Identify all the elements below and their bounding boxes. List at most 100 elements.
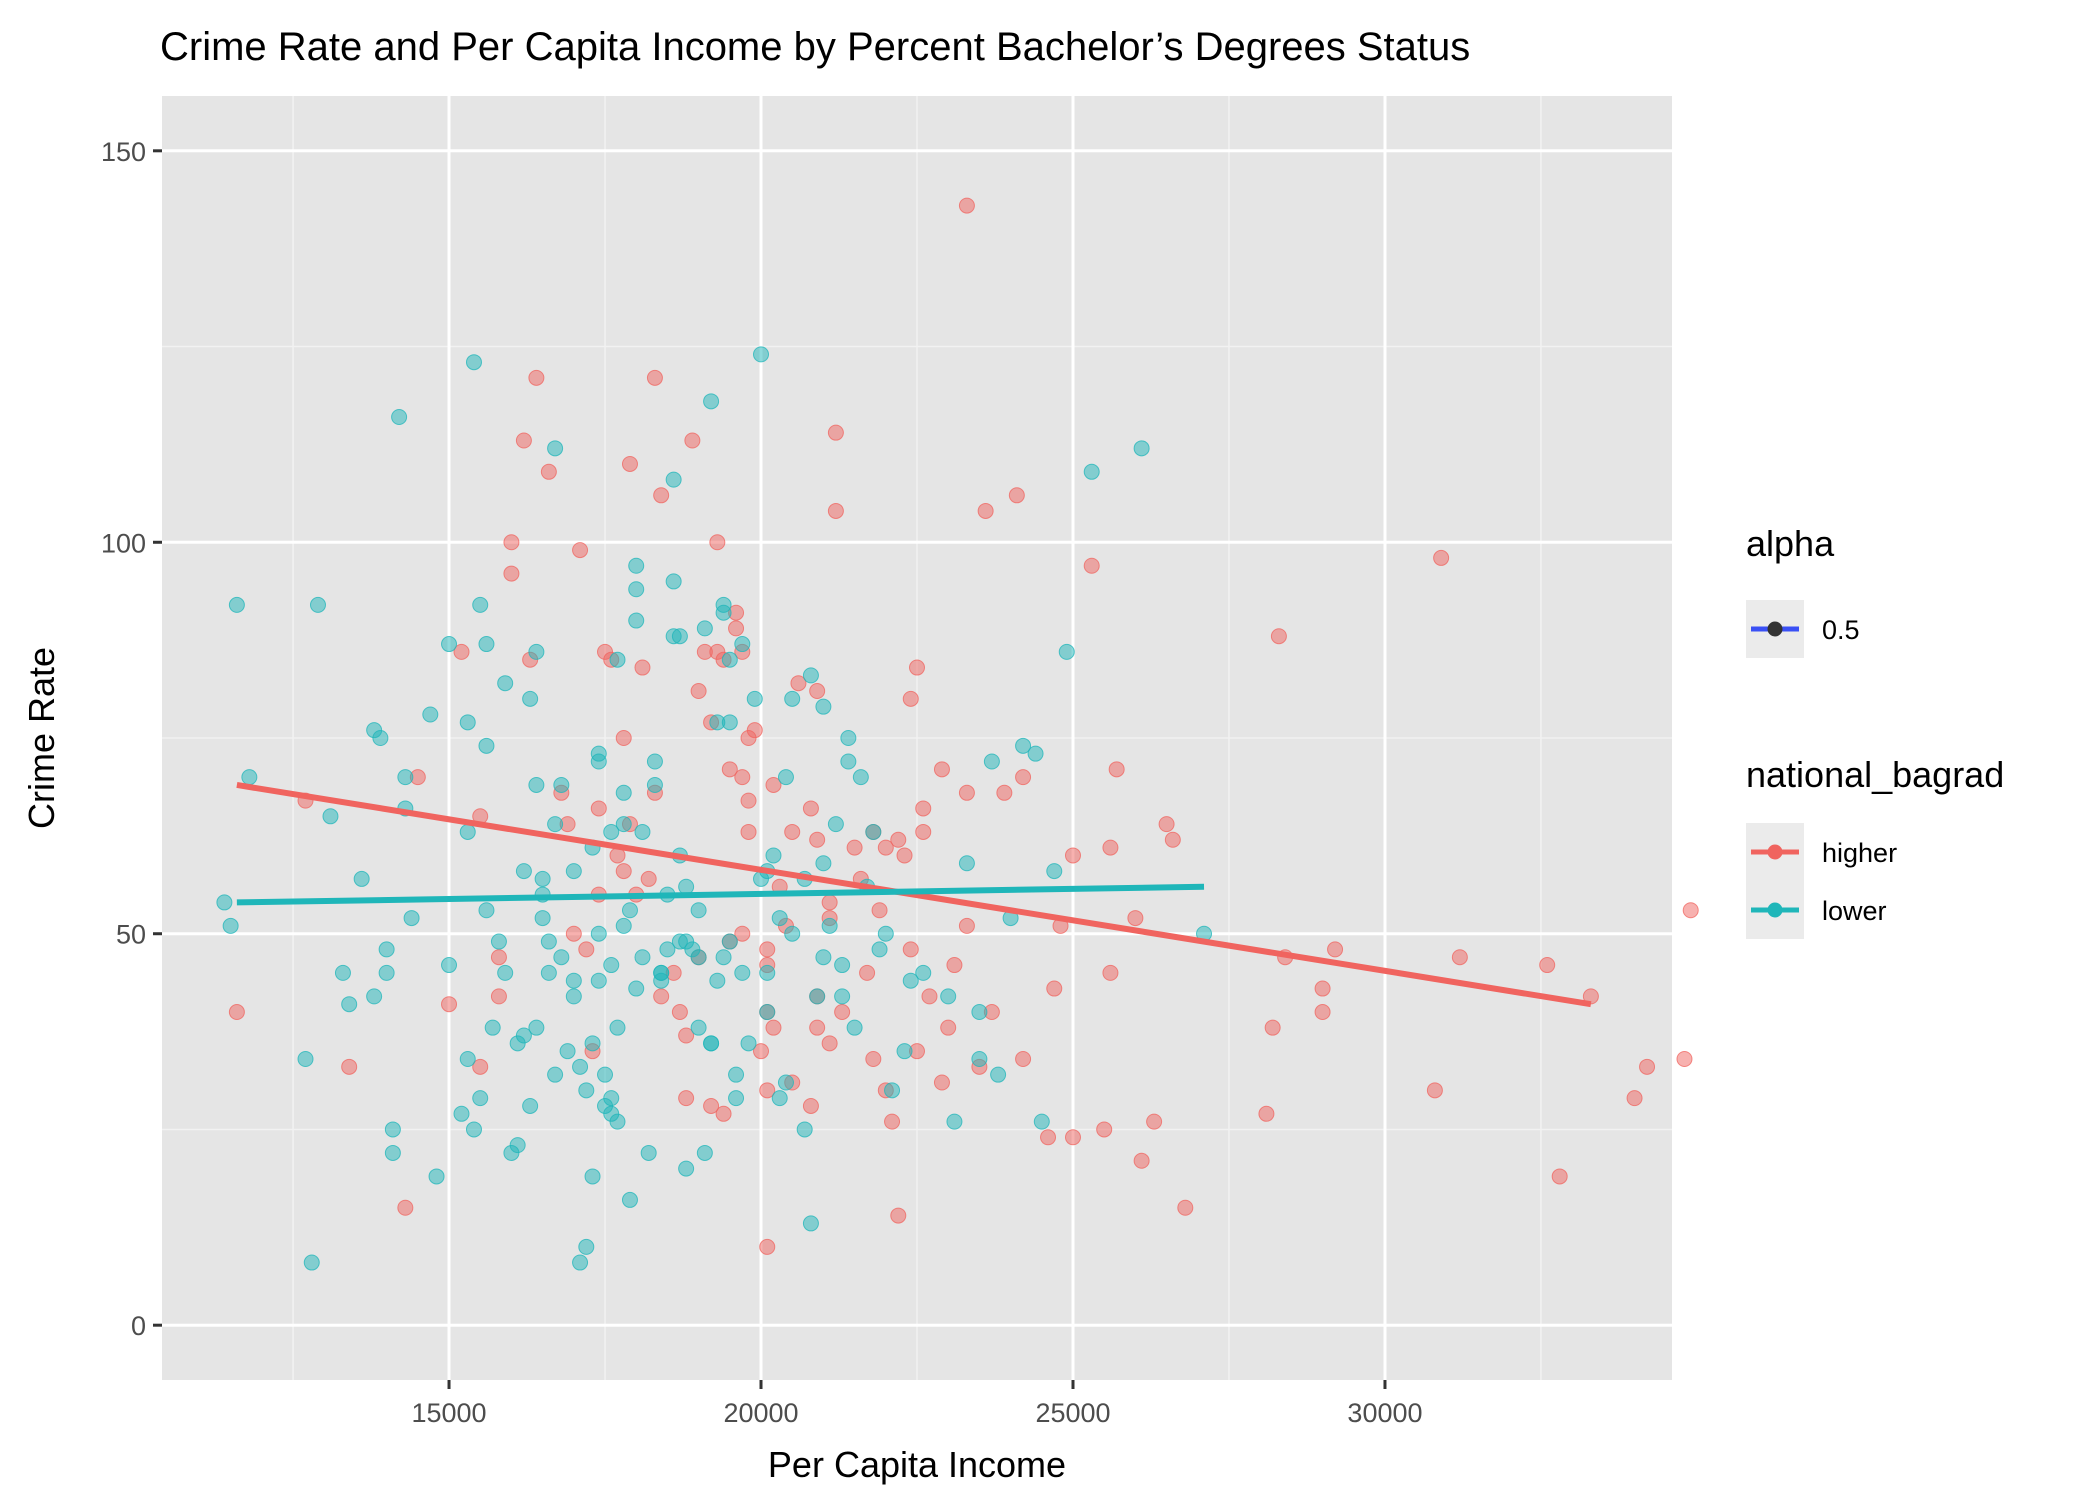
point-lower — [628, 581, 645, 598]
point-lower — [659, 941, 676, 958]
point-lower — [540, 933, 557, 950]
point-higher — [996, 784, 1013, 801]
point-lower — [983, 753, 1000, 770]
point-lower — [615, 784, 632, 801]
point-lower — [703, 1035, 720, 1052]
point-lower — [528, 776, 545, 793]
y-axis-title: Crime Rate — [21, 647, 62, 829]
point-higher — [746, 722, 763, 739]
point-lower — [771, 910, 788, 927]
point-higher — [958, 917, 975, 934]
point-higher — [1040, 1129, 1057, 1146]
point-higher — [765, 776, 782, 793]
point-lower — [478, 737, 495, 754]
point-lower — [971, 1004, 988, 1021]
point-higher — [827, 424, 844, 441]
point-lower — [1058, 643, 1075, 660]
point-higher — [921, 988, 938, 1005]
point-higher — [740, 792, 757, 809]
x-axis-title: Per Capita Income — [768, 1444, 1066, 1485]
point-higher — [728, 620, 745, 637]
point-lower — [528, 1019, 545, 1036]
point-higher — [1639, 1058, 1656, 1075]
legend-label-higher: higher — [1822, 838, 1897, 868]
point-lower — [777, 769, 794, 786]
point-lower — [665, 471, 682, 488]
point-higher — [765, 1019, 782, 1036]
point-lower — [771, 1090, 788, 1107]
point-lower — [740, 1035, 757, 1052]
point-higher — [1327, 941, 1344, 958]
point-higher — [759, 941, 776, 958]
point-lower — [590, 753, 607, 770]
point-higher — [890, 831, 907, 848]
point-higher — [1164, 831, 1181, 848]
point-lower — [441, 636, 458, 653]
point-higher — [1626, 1090, 1643, 1107]
point-higher — [1264, 1019, 1281, 1036]
point-lower — [441, 957, 458, 974]
point-lower — [709, 972, 726, 989]
point-lower — [834, 988, 851, 1005]
point-higher — [653, 487, 670, 504]
legend-national-bagrad: national_bagrad higher lower — [1746, 754, 2004, 939]
point-lower — [721, 933, 738, 950]
point-lower — [1033, 1113, 1050, 1130]
point-lower — [534, 910, 551, 927]
point-higher — [1433, 549, 1450, 566]
point-lower — [572, 1254, 589, 1271]
point-lower — [391, 409, 408, 425]
point-lower — [334, 964, 351, 981]
point-higher — [1451, 949, 1468, 966]
point-lower — [603, 823, 620, 840]
point-higher — [1102, 964, 1119, 981]
point-higher — [540, 463, 557, 480]
point-lower — [484, 1019, 501, 1036]
point-higher — [678, 1090, 695, 1107]
point-higher — [1127, 910, 1144, 927]
point-lower — [690, 949, 707, 966]
point-lower — [540, 964, 557, 981]
point-lower — [815, 855, 832, 872]
point-lower — [515, 1027, 532, 1044]
point-higher — [1064, 1129, 1081, 1146]
point-lower — [784, 690, 801, 707]
point-lower — [459, 1051, 476, 1067]
point-higher — [1102, 839, 1119, 856]
point-higher — [1314, 980, 1331, 997]
point-higher — [753, 1043, 770, 1060]
point-lower — [216, 894, 233, 911]
y-tick-label: 50 — [116, 920, 146, 950]
point-lower — [690, 1019, 707, 1036]
point-higher — [902, 941, 919, 958]
point-lower — [222, 917, 239, 934]
point-lower — [459, 714, 476, 731]
point-higher — [915, 823, 932, 840]
point-higher — [759, 1238, 776, 1255]
point-higher — [809, 683, 826, 700]
point-lower — [453, 1105, 470, 1122]
point-higher — [1008, 487, 1025, 504]
point-higher — [1015, 769, 1032, 786]
point-higher — [678, 1027, 695, 1044]
point-higher — [871, 902, 888, 919]
point-lower — [297, 1051, 314, 1067]
y-tick-label: 150 — [101, 137, 146, 167]
legend-key-point — [1767, 902, 1783, 918]
point-lower — [802, 1215, 819, 1232]
point-lower — [628, 557, 645, 574]
legend-alpha: alpha 0.5 — [1746, 523, 1860, 658]
point-lower — [646, 776, 663, 793]
point-higher — [734, 769, 751, 786]
point-lower — [478, 902, 495, 919]
point-lower — [703, 393, 720, 410]
point-lower — [809, 988, 826, 1005]
point-higher — [671, 1004, 688, 1021]
point-lower — [366, 988, 383, 1005]
point-lower — [547, 440, 564, 457]
point-higher — [1064, 847, 1081, 864]
point-higher — [453, 643, 470, 660]
y-tick-label: 100 — [101, 528, 146, 558]
point-higher — [846, 839, 863, 856]
